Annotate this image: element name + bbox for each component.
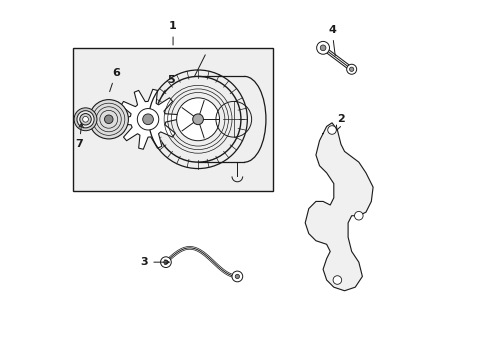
Circle shape <box>77 111 94 128</box>
Circle shape <box>80 113 91 125</box>
Circle shape <box>346 64 356 74</box>
Circle shape <box>74 108 97 131</box>
Circle shape <box>176 98 219 141</box>
Circle shape <box>160 257 171 267</box>
Circle shape <box>332 276 341 284</box>
Polygon shape <box>305 123 372 291</box>
Text: 4: 4 <box>327 25 335 56</box>
Circle shape <box>104 115 113 123</box>
Circle shape <box>327 126 336 134</box>
Circle shape <box>320 45 325 51</box>
Text: 7: 7 <box>76 123 83 149</box>
Text: 3: 3 <box>141 257 169 267</box>
Circle shape <box>89 100 128 139</box>
Circle shape <box>349 67 353 71</box>
Circle shape <box>354 211 363 220</box>
Circle shape <box>82 116 88 122</box>
Text: 2: 2 <box>336 114 344 130</box>
FancyBboxPatch shape <box>73 48 272 191</box>
Circle shape <box>316 41 329 54</box>
Circle shape <box>142 114 153 125</box>
Circle shape <box>137 109 159 130</box>
Circle shape <box>235 274 239 279</box>
Circle shape <box>155 76 241 162</box>
Text: 5: 5 <box>162 75 175 95</box>
Text: 1: 1 <box>169 21 177 45</box>
Circle shape <box>163 260 168 264</box>
Circle shape <box>231 271 242 282</box>
Text: 6: 6 <box>109 68 120 92</box>
Circle shape <box>192 114 203 125</box>
Polygon shape <box>118 89 178 149</box>
